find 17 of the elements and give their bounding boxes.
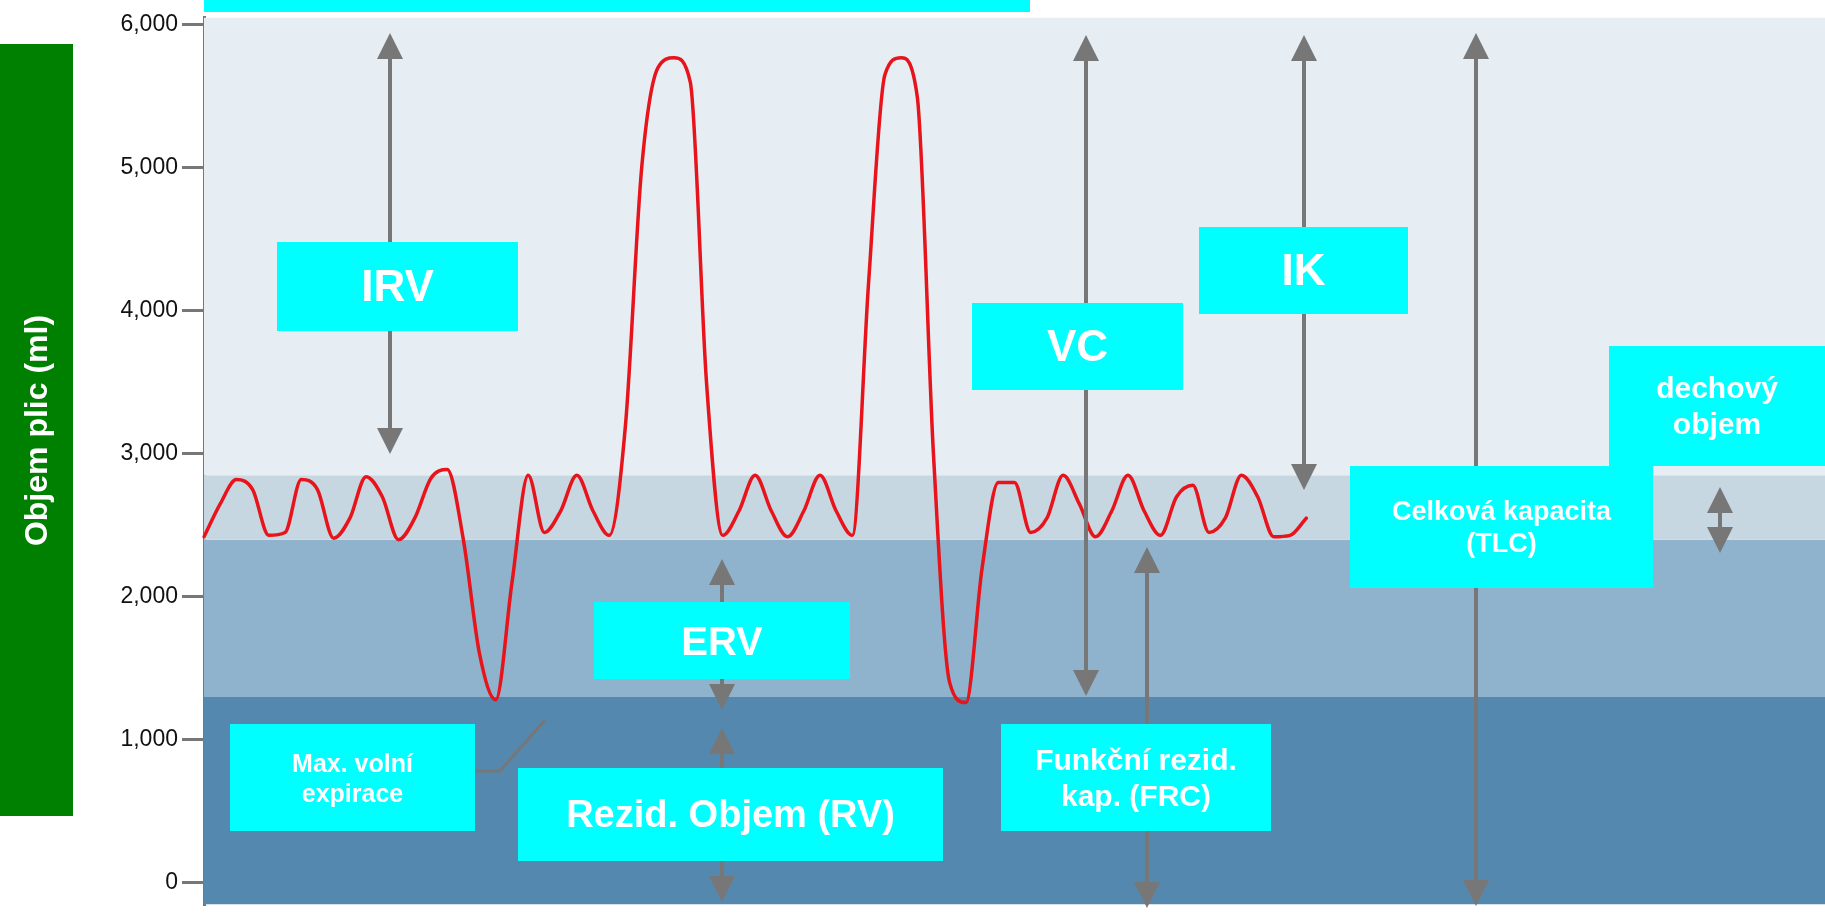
callout-box: Funkční rezid. kap. (FRC) — [1001, 724, 1271, 831]
callout-box: Max. volní expirace — [230, 724, 475, 831]
y-tick-label: 3,000 — [120, 439, 178, 466]
callout-box: dechový objem — [1609, 346, 1825, 466]
y-tick-label: 2,000 — [120, 582, 178, 609]
y-tick-label: 1,000 — [120, 725, 178, 752]
callout-box: IK — [1199, 227, 1408, 314]
y-tick-label: 4,000 — [120, 296, 178, 323]
callout-box: Celková kapacita (TLC) — [1350, 466, 1653, 588]
y-tick-label: 5,000 — [120, 153, 178, 180]
y-tick-label: 0 — [165, 868, 178, 895]
y-axis-title: Objem plic (ml) — [18, 314, 55, 546]
callout-box: VC — [972, 303, 1183, 390]
callout-box: ERV — [594, 602, 850, 679]
callout-box: Rezid. Objem (RV) — [518, 768, 943, 861]
y-tick-label: 6,000 — [120, 10, 178, 37]
callout-box: IRV — [277, 242, 518, 331]
